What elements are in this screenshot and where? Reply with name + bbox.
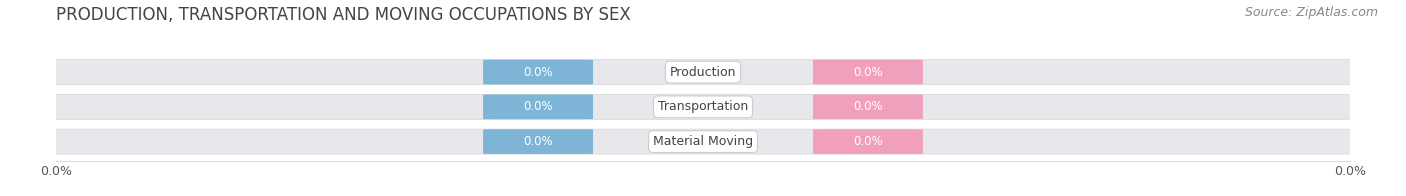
FancyBboxPatch shape xyxy=(813,94,922,119)
Text: 0.0%: 0.0% xyxy=(523,65,553,79)
Text: Source: ZipAtlas.com: Source: ZipAtlas.com xyxy=(1244,6,1378,19)
Text: PRODUCTION, TRANSPORTATION AND MOVING OCCUPATIONS BY SEX: PRODUCTION, TRANSPORTATION AND MOVING OC… xyxy=(56,6,631,24)
Text: 0.0%: 0.0% xyxy=(853,65,883,79)
FancyBboxPatch shape xyxy=(44,94,1362,119)
Text: 0.0%: 0.0% xyxy=(853,100,883,113)
FancyBboxPatch shape xyxy=(44,129,1362,154)
Text: Production: Production xyxy=(669,65,737,79)
FancyBboxPatch shape xyxy=(484,60,593,84)
FancyBboxPatch shape xyxy=(44,60,1362,84)
Text: Transportation: Transportation xyxy=(658,100,748,113)
FancyBboxPatch shape xyxy=(813,129,922,154)
FancyBboxPatch shape xyxy=(484,94,593,119)
Text: Material Moving: Material Moving xyxy=(652,135,754,148)
FancyBboxPatch shape xyxy=(813,60,922,84)
Text: 0.0%: 0.0% xyxy=(523,135,553,148)
FancyBboxPatch shape xyxy=(484,129,593,154)
Text: 0.0%: 0.0% xyxy=(853,135,883,148)
Text: 0.0%: 0.0% xyxy=(523,100,553,113)
